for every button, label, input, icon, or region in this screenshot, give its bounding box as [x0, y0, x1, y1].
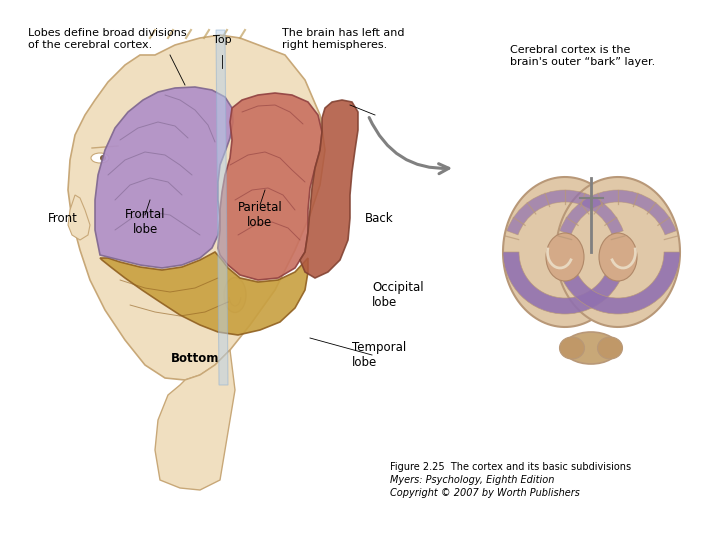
Text: Occipital
lobe: Occipital lobe [372, 281, 423, 309]
Text: Bottom: Bottom [171, 352, 219, 365]
Polygon shape [155, 350, 235, 490]
Polygon shape [216, 30, 228, 385]
Text: Lobes define broad divisions
of the cerebral cortex.: Lobes define broad divisions of the cere… [28, 28, 186, 50]
Text: Back: Back [365, 212, 394, 225]
Polygon shape [556, 177, 680, 327]
Text: Frontal
lobe: Frontal lobe [125, 208, 166, 236]
Ellipse shape [599, 233, 637, 281]
Wedge shape [559, 190, 676, 235]
Ellipse shape [91, 153, 109, 163]
Text: Front: Front [48, 212, 78, 225]
Text: Top: Top [212, 35, 231, 45]
Text: Parietal
lobe: Parietal lobe [238, 201, 282, 229]
Ellipse shape [598, 337, 623, 359]
Ellipse shape [559, 337, 585, 359]
Wedge shape [503, 252, 627, 314]
Text: Figure 2.25  The cortex and its basic subdivisions: Figure 2.25 The cortex and its basic sub… [390, 462, 631, 472]
Text: Myers: Psychology, Eighth Edition: Myers: Psychology, Eighth Edition [390, 475, 554, 485]
Polygon shape [95, 87, 233, 268]
Text: Cerebral cortex is the
brain's outer “bark” layer.: Cerebral cortex is the brain's outer “ba… [510, 45, 655, 66]
Text: Temporal
lobe: Temporal lobe [352, 341, 406, 369]
Ellipse shape [224, 278, 246, 313]
Polygon shape [100, 252, 308, 335]
Text: The brain has left and
right hemispheres.: The brain has left and right hemispheres… [282, 28, 405, 50]
Polygon shape [218, 93, 322, 280]
Ellipse shape [564, 332, 618, 364]
Wedge shape [507, 190, 624, 235]
Polygon shape [503, 177, 627, 327]
Wedge shape [556, 252, 680, 314]
Polygon shape [300, 100, 358, 278]
Ellipse shape [100, 155, 106, 161]
Text: Copyright © 2007 by Worth Publishers: Copyright © 2007 by Worth Publishers [390, 488, 580, 498]
Polygon shape [68, 35, 325, 380]
Ellipse shape [546, 233, 584, 281]
Polygon shape [68, 195, 90, 240]
